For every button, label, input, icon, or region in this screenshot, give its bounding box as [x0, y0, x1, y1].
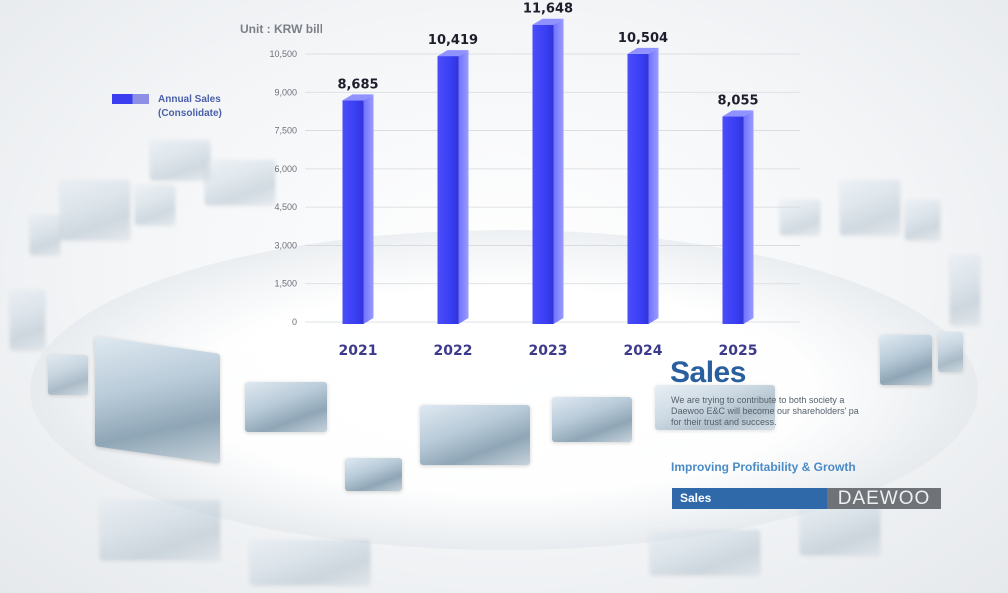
background-photo	[905, 200, 940, 240]
y-tick-label: 1,500	[274, 279, 297, 289]
background-photo	[780, 200, 820, 235]
background-photo	[650, 530, 760, 575]
background-photo	[250, 540, 370, 585]
description-line: Daewoo E&C will become our shareholders'…	[671, 406, 859, 416]
chart-legend: Annual Sales (Consolidate)	[112, 93, 222, 121]
background-photo	[10, 290, 45, 350]
daewoo-logo: DAEWOO	[827, 488, 941, 509]
x-category-label: 2023	[529, 343, 568, 359]
bar	[342, 100, 364, 324]
x-category-label: 2021	[339, 343, 378, 359]
y-tick-label: 9,000	[274, 87, 297, 97]
background-photo	[245, 382, 327, 432]
bar-side	[458, 50, 469, 324]
bar	[722, 116, 744, 324]
bar-side	[363, 94, 374, 324]
background-photo	[205, 160, 275, 205]
x-category-label: 2024	[624, 343, 663, 359]
x-category-label: 2022	[434, 343, 473, 359]
y-tick-label: 7,500	[274, 126, 297, 136]
background-photo	[840, 180, 900, 235]
bar-top	[722, 110, 754, 117]
x-category-label: 2025	[719, 343, 758, 359]
bar-side	[743, 110, 754, 324]
bar	[437, 56, 459, 324]
y-tick-label: 6,000	[274, 164, 297, 174]
legend-text: Annual Sales (Consolidate)	[158, 93, 222, 121]
bar-side	[648, 47, 659, 325]
y-tick-label: 10,500	[269, 49, 297, 59]
legend-label-line1: Annual Sales	[158, 94, 221, 105]
description-line: We are trying to contribute to both soci…	[671, 395, 845, 405]
background-photo	[135, 185, 175, 225]
data-label: 8,685	[337, 77, 378, 92]
background-photo	[420, 405, 530, 465]
data-label: 8,055	[717, 93, 758, 108]
background-photo	[150, 140, 210, 180]
background-photo	[345, 458, 402, 491]
nav-sales-link[interactable]: Sales	[672, 488, 827, 509]
unit-label: Unit : KRW billic	[240, 22, 322, 36]
y-tick-label: 4,500	[274, 202, 297, 212]
background-photo	[880, 335, 932, 385]
bar-top	[532, 18, 564, 25]
bar	[627, 53, 649, 325]
bar-side	[553, 18, 564, 324]
page-title: Sales	[670, 356, 746, 389]
bar-top	[342, 94, 374, 101]
section-nav-bar: Sales DAEWOO	[672, 488, 941, 509]
background-photo	[938, 332, 963, 372]
background-photo	[48, 355, 88, 395]
legend-swatch	[112, 94, 149, 104]
y-tick-label: 0	[292, 317, 297, 327]
data-label: 11,648	[523, 2, 573, 17]
bar	[532, 24, 554, 324]
y-tick-label: 3,000	[274, 240, 297, 250]
background-photo	[552, 397, 632, 442]
legend-label-line2: (Consolidate)	[158, 108, 222, 119]
subheading: Improving Profitability & Growth	[671, 460, 856, 474]
bar-top	[627, 47, 659, 54]
bar-top	[437, 50, 469, 57]
background-photo	[100, 500, 220, 560]
description-line: for their trust and success.	[671, 417, 777, 427]
data-label: 10,419	[428, 33, 478, 48]
background-photo	[950, 255, 980, 325]
description: We are trying to contribute to both soci…	[671, 395, 901, 428]
background-photo	[655, 385, 775, 430]
background-photo	[30, 215, 60, 255]
background-photo	[800, 500, 880, 555]
data-label: 10,504	[618, 31, 668, 46]
background-photo	[60, 180, 130, 240]
